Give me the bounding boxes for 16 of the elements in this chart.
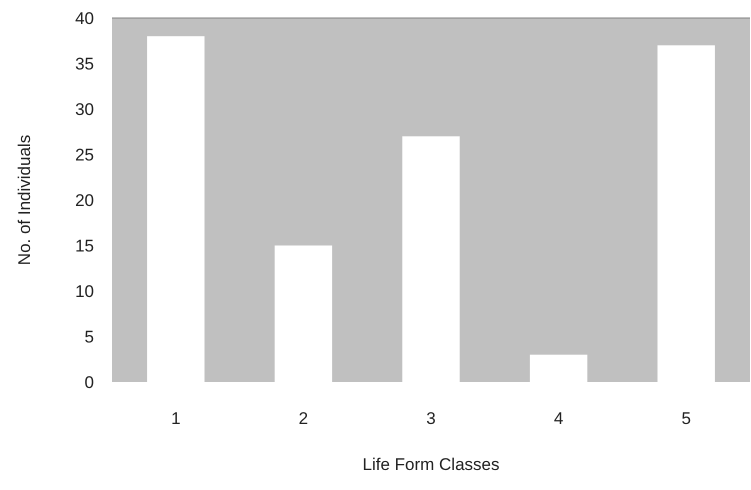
y-tick-label: 30	[75, 100, 94, 119]
x-tick-label: 3	[426, 409, 436, 428]
y-tick-label: 20	[75, 190, 94, 210]
x-tick-label: 5	[681, 409, 691, 428]
y-tick-label: 10	[75, 282, 94, 301]
y-tick-label: 5	[84, 327, 94, 346]
y-tick-label: 0	[84, 372, 94, 392]
y-tick-label: 25	[75, 145, 94, 164]
x-tick-label: 2	[298, 409, 308, 428]
y-tick-label: 35	[75, 54, 94, 74]
x-axis-title: Life Form Classes	[362, 455, 500, 474]
y-tick-label: 15	[75, 236, 94, 256]
x-tick-label: 1	[171, 409, 181, 428]
y-tick-label: 40	[75, 8, 94, 28]
y-axis-title: No. of Individuals	[15, 134, 34, 266]
x-tick-label: 4	[554, 409, 564, 428]
